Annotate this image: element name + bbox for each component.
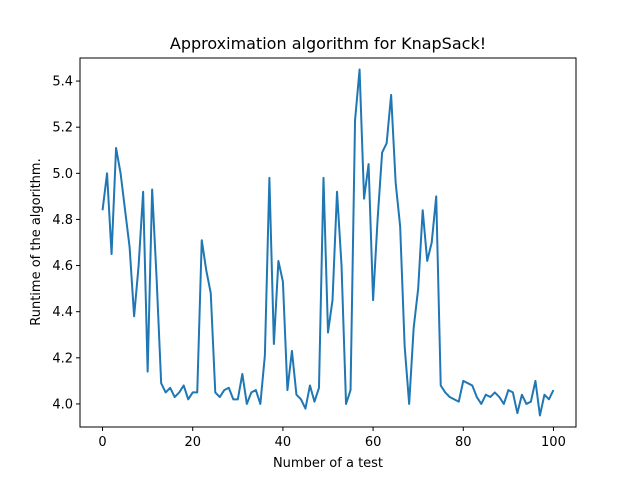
y-tick-label: 4.4	[52, 305, 73, 320]
plot-area	[101, 68, 555, 417]
y-tick-label: 5.4	[52, 75, 73, 90]
x-axis: 0 20 40 60 80 100	[98, 427, 566, 450]
x-tick-label: 20	[184, 435, 201, 450]
x-tick-label: 0	[98, 435, 106, 450]
y-tick-label: 4.0	[52, 397, 73, 412]
series-line	[101, 68, 555, 417]
y-tick-label: 4.6	[52, 259, 73, 274]
y-axis: 4.0 4.2 4.4 4.6 4.8 5.0 5.2 5.4	[52, 75, 80, 412]
y-tick-label: 4.2	[52, 351, 73, 366]
x-tick-label: 60	[365, 435, 382, 450]
x-tick-label: 100	[541, 435, 566, 450]
chart-title: Approximation algorithm for KnapSack!	[170, 34, 486, 53]
y-tick-label: 5.2	[52, 121, 73, 136]
y-axis-label: Runtime of the algorithm.	[29, 158, 44, 325]
x-axis-label: Number of a test	[273, 456, 383, 471]
x-tick-label: 40	[275, 435, 292, 450]
y-tick-label: 4.8	[52, 213, 73, 228]
plot-frame	[79, 57, 577, 428]
x-tick-label: 80	[455, 435, 472, 450]
y-tick-label: 5.0	[52, 167, 73, 182]
